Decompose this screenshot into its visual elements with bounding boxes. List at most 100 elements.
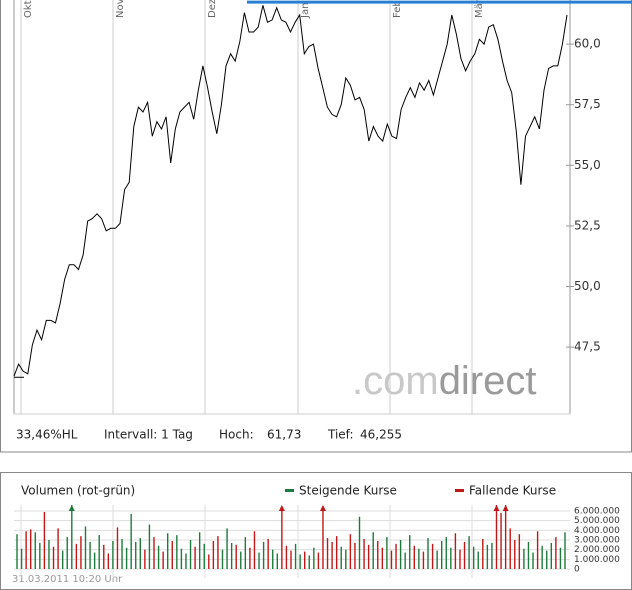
volume-bar [536, 531, 539, 569]
volume-bar [130, 513, 132, 569]
volume-bar [290, 550, 292, 569]
volume-bar [93, 552, 96, 569]
volume-bar [377, 540, 379, 569]
stat-interval: Intervall: 1 Tag [104, 428, 193, 442]
volume-tick-label: 6.000.000 [574, 507, 620, 517]
volume-bar [422, 551, 425, 569]
price-panel [0, 0, 632, 453]
volume-bar [555, 537, 557, 569]
watermark-direct: direct [439, 359, 537, 403]
volume-bar [167, 533, 169, 569]
volume-tick-label: 1.000.000 [574, 555, 620, 565]
volume-bar [249, 547, 251, 569]
y-tick-label: 50,0 [574, 279, 601, 293]
stat-low: 46,255 [360, 428, 402, 442]
volume-bar [491, 542, 493, 569]
volume-bar [335, 536, 338, 569]
volume-bar [25, 531, 27, 569]
volume-bar [431, 543, 434, 569]
stat-high: 61,73 [267, 428, 301, 442]
volume-bar [390, 550, 393, 569]
month-label: Dez [207, 0, 218, 18]
volume-bar [253, 531, 256, 569]
volume-bar [477, 551, 479, 569]
volume-bar [404, 552, 406, 569]
volume-bar [454, 533, 457, 569]
volume-bar [500, 512, 502, 569]
volume-bar [107, 553, 110, 569]
legend-label: Steigende Kurse [299, 484, 397, 498]
volume-bar [84, 526, 87, 569]
volume-bar [363, 539, 365, 569]
overflow-arrow [319, 505, 326, 511]
y-tick-label: 52,5 [574, 218, 601, 232]
volume-bar [317, 552, 320, 569]
volume-bar [148, 524, 151, 569]
volume-bar [441, 540, 443, 569]
watermark: .comdirect [352, 359, 537, 403]
volume-bar [198, 532, 201, 569]
legend-swatch [285, 489, 294, 492]
volume-bar [395, 543, 397, 569]
volume-bar [399, 540, 402, 569]
y-tick-label: 60,0 [574, 37, 601, 51]
timestamp: 31.03.2011 10:20 Uhr [12, 574, 123, 585]
legend-label: Fallende Kurse [469, 484, 556, 498]
overflow-arrow [68, 505, 75, 511]
overflow-arrow [278, 505, 285, 511]
stat-high-label: Hoch: [219, 428, 254, 442]
volume-bar [221, 549, 224, 569]
volume-tick-label: 0 [574, 565, 580, 575]
volume-bar [103, 544, 105, 569]
volume-bar [98, 535, 100, 569]
watermark-com: .com [352, 359, 439, 403]
stat-range: 33,46%HL [16, 428, 78, 442]
volume-bar [331, 541, 333, 569]
volume-bar [157, 545, 160, 569]
volume-bar [358, 516, 361, 569]
volume-bar [372, 532, 374, 569]
y-tick-label: 57,5 [574, 97, 601, 111]
volume-bar [258, 552, 260, 569]
volume-bar [153, 537, 155, 569]
volume-bar [518, 534, 521, 569]
volume-bar [281, 509, 283, 569]
volume-bar [240, 551, 242, 569]
volume-bar [244, 537, 247, 569]
volume-bar [89, 541, 91, 569]
volume-bar [61, 550, 64, 569]
volume-bar [180, 548, 183, 569]
volume-bar [208, 554, 210, 569]
volume-bar [276, 553, 278, 569]
volume-tick-label: 4.000.000 [574, 526, 620, 536]
volume-bar [308, 555, 310, 569]
volume-bar [409, 535, 411, 569]
volume-bar [217, 536, 219, 569]
volume-bar [171, 540, 173, 569]
volume-bar [367, 544, 370, 569]
price-line [13, 5, 568, 377]
volume-bar [550, 542, 552, 569]
volume-bar [48, 540, 50, 569]
volume-bar [20, 548, 23, 569]
volume-bar [564, 532, 566, 569]
volume-bar [121, 539, 123, 569]
volume-bar [112, 540, 114, 569]
volume-bar [459, 549, 461, 569]
volume-bar [463, 541, 466, 569]
volume-bar [139, 538, 141, 569]
volume-bar [436, 550, 438, 569]
volume-bar [34, 532, 36, 569]
volume-bar [381, 547, 384, 569]
volume-title: Volumen (rot-grün) [21, 484, 135, 498]
volume-bar [57, 528, 59, 569]
volume-bar [162, 551, 164, 569]
volume-bar [226, 528, 228, 569]
volume-bar [495, 505, 498, 569]
volume-bar [546, 550, 548, 569]
volume-bar [66, 537, 68, 569]
volume-bar [116, 527, 119, 569]
volume-bar [125, 547, 128, 569]
